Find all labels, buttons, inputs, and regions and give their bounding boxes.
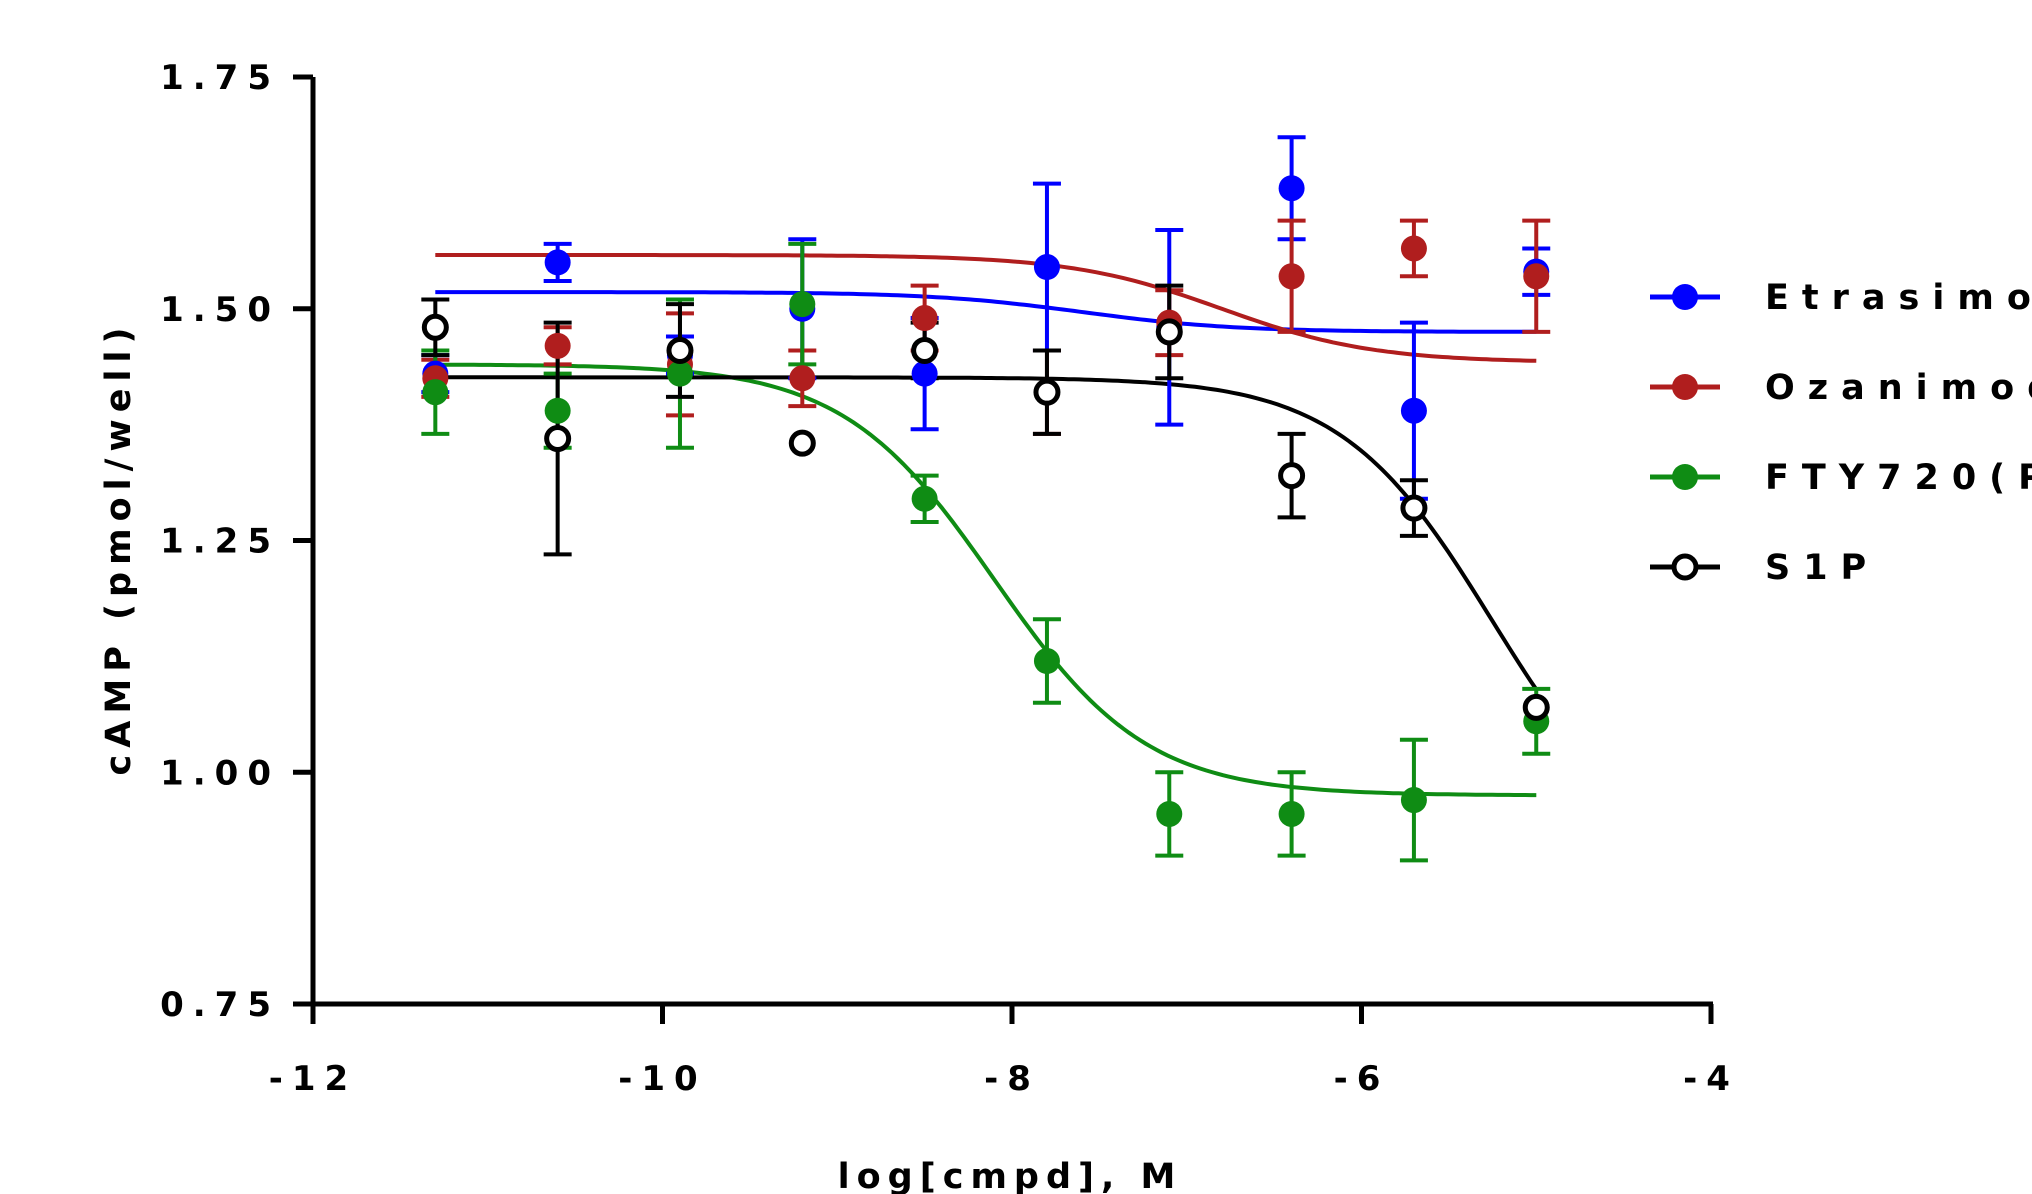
data-point <box>1278 462 1306 490</box>
data-point <box>422 379 449 406</box>
legend-marker <box>1672 374 1698 400</box>
legend-marker <box>1672 284 1698 310</box>
data-point <box>544 249 571 276</box>
legend-label: S1P <box>1765 548 1879 588</box>
data-point <box>789 365 816 392</box>
axes: 0.75 1.00 1.25 1.50 1.75 -12 -10 -8 -6 -4 <box>160 58 1739 1099</box>
x-tick-label: -10 <box>618 1059 706 1099</box>
y-tick-label: 0.75 <box>160 985 280 1025</box>
data-point <box>1522 693 1550 721</box>
y-axis-title: cAMP (pmol/well) <box>99 321 139 776</box>
y-tick-label: 1.25 <box>160 522 280 562</box>
error-bars <box>421 135 1551 863</box>
data-point <box>1156 800 1183 827</box>
data-point <box>788 429 816 457</box>
data-points <box>421 175 1550 827</box>
fit-curve <box>435 290 1537 334</box>
data-point <box>911 360 938 387</box>
legend-marker <box>1671 553 1699 581</box>
data-point <box>666 336 694 364</box>
y-tick-label: 1.00 <box>160 753 280 793</box>
legend-marker <box>1672 464 1698 490</box>
y-tick-label: 1.75 <box>160 58 280 98</box>
x-tick-label: -4 <box>1683 1059 1739 1099</box>
fit-curve <box>435 375 1538 691</box>
data-point <box>1033 648 1060 675</box>
fit-curve <box>435 362 1537 798</box>
data-point <box>1400 787 1427 814</box>
fit-curve <box>435 253 1537 363</box>
data-point <box>1278 263 1305 290</box>
data-point <box>544 332 571 359</box>
x-axis-title: log[cmpd], M <box>838 1157 1183 1194</box>
data-point <box>911 305 938 332</box>
data-point <box>1033 378 1061 406</box>
data-point <box>666 360 693 387</box>
data-point <box>911 485 938 512</box>
legend-label: Ozanimod <box>1765 368 2032 408</box>
legend-label: Etrasimod <box>1765 278 2032 318</box>
data-point <box>1278 175 1305 202</box>
x-tick-label: -8 <box>984 1059 1040 1099</box>
data-point <box>544 425 572 453</box>
data-point <box>1278 800 1305 827</box>
y-tick-label: 1.50 <box>160 290 280 330</box>
data-point <box>789 291 816 318</box>
legend-label: FTY720(P) <box>1765 458 2032 498</box>
data-point <box>421 313 449 341</box>
data-point <box>1400 494 1428 522</box>
data-point <box>1400 397 1427 424</box>
legend: Etrasimod Ozanimod FTY720(P) S1P <box>1650 278 2032 588</box>
data-point <box>1400 235 1427 262</box>
data-point <box>1523 263 1550 290</box>
data-point <box>1155 318 1183 346</box>
data-point <box>1033 254 1060 281</box>
data-point <box>911 336 939 364</box>
x-tick-label: -12 <box>269 1059 357 1099</box>
fit-curves <box>435 253 1538 798</box>
x-tick-label: -6 <box>1334 1059 1390 1099</box>
data-point <box>544 397 571 424</box>
